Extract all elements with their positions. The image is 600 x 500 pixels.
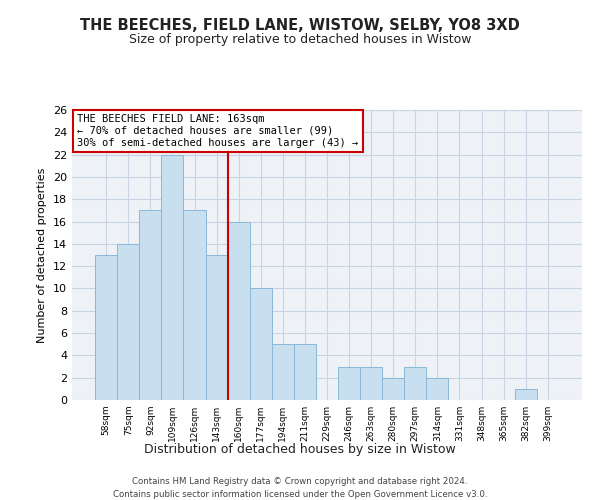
Bar — [250, 288, 272, 400]
Text: Contains public sector information licensed under the Open Government Licence v3: Contains public sector information licen… — [113, 490, 487, 499]
Bar — [515, 389, 537, 400]
Y-axis label: Number of detached properties: Number of detached properties — [37, 168, 47, 342]
Bar — [360, 366, 382, 400]
Bar — [272, 344, 294, 400]
Bar — [404, 366, 427, 400]
Bar — [227, 222, 250, 400]
Text: THE BEECHES FIELD LANE: 163sqm
← 70% of detached houses are smaller (99)
30% of : THE BEECHES FIELD LANE: 163sqm ← 70% of … — [77, 114, 358, 148]
Bar — [161, 154, 184, 400]
Text: THE BEECHES, FIELD LANE, WISTOW, SELBY, YO8 3XD: THE BEECHES, FIELD LANE, WISTOW, SELBY, … — [80, 18, 520, 32]
Text: Contains HM Land Registry data © Crown copyright and database right 2024.: Contains HM Land Registry data © Crown c… — [132, 478, 468, 486]
Bar — [206, 255, 227, 400]
Text: Distribution of detached houses by size in Wistow: Distribution of detached houses by size … — [144, 442, 456, 456]
Bar — [95, 255, 117, 400]
Bar — [139, 210, 161, 400]
Bar — [294, 344, 316, 400]
Bar — [184, 210, 206, 400]
Bar — [338, 366, 360, 400]
Bar — [382, 378, 404, 400]
Text: Size of property relative to detached houses in Wistow: Size of property relative to detached ho… — [129, 32, 471, 46]
Bar — [117, 244, 139, 400]
Bar — [427, 378, 448, 400]
